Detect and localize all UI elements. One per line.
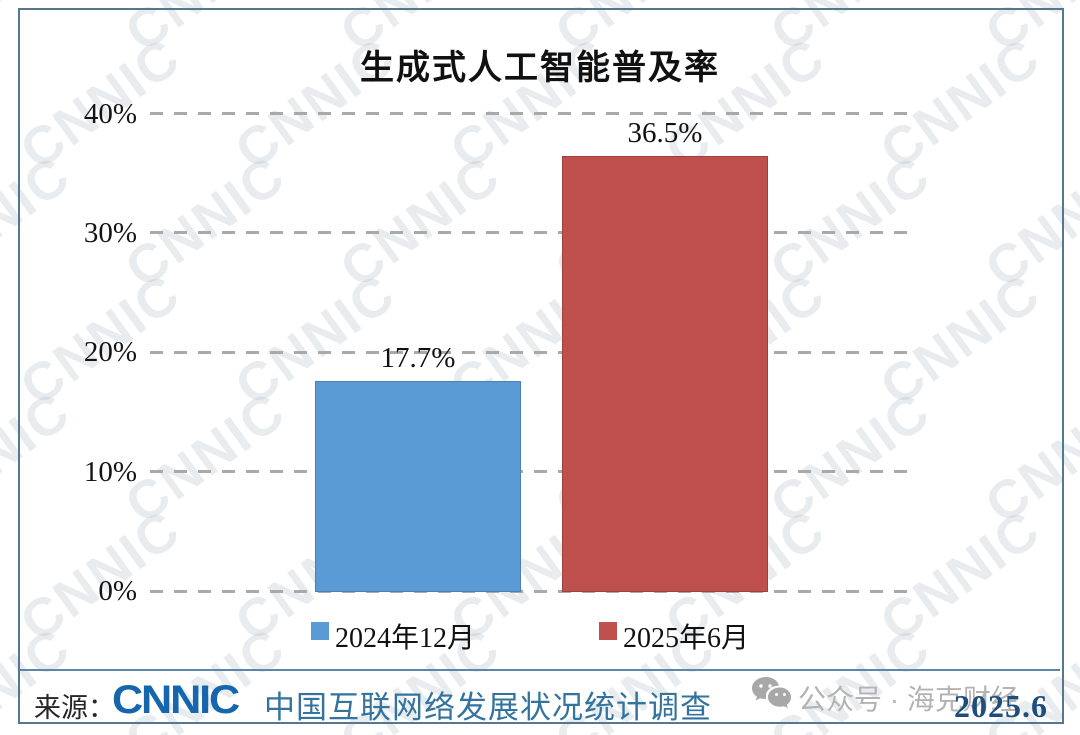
wechat-account-watermark: 公众号 · 海克财经: [750, 674, 1050, 715]
bar-2025年6月: [562, 156, 768, 592]
wechat-account-label: 公众号 · 海克财经: [798, 684, 1019, 715]
y-axis-tick-label: 10%: [83, 455, 137, 488]
gridline: [150, 112, 917, 115]
source-prefix-label: 来源：: [34, 693, 115, 723]
legend-swatch-red: [599, 622, 617, 640]
gridline: [150, 589, 917, 593]
y-axis-tick-label: 0%: [98, 575, 137, 607]
y-axis-tick-label: 20%: [83, 336, 137, 369]
chart-title: 生成式人工智能普及率: [360, 50, 720, 87]
y-axis-tick-label: 30%: [83, 216, 137, 249]
cnnic-logo: CNNIC: [112, 678, 240, 722]
gridline: [150, 231, 917, 235]
bar-value-label: 36.5%: [627, 117, 703, 150]
chart-frame-border: [18, 8, 1064, 724]
report-date: 2025.6: [954, 688, 1048, 724]
bar-2024年12月: [315, 380, 521, 592]
bar-value-label: 17.7%: [380, 341, 456, 374]
wechat-icon: [750, 676, 794, 715]
legend-swatch-blue: [311, 622, 329, 640]
source-name-text: 中国互联网络发展状况统计调查: [264, 690, 712, 725]
legend-label: 2024年12月: [335, 623, 476, 654]
footer-divider: [20, 669, 1060, 671]
legend-label: 2025年6月: [623, 623, 750, 654]
gridline: [150, 350, 917, 354]
gridline: [150, 470, 917, 474]
y-axis-tick-label: 40%: [83, 97, 137, 130]
